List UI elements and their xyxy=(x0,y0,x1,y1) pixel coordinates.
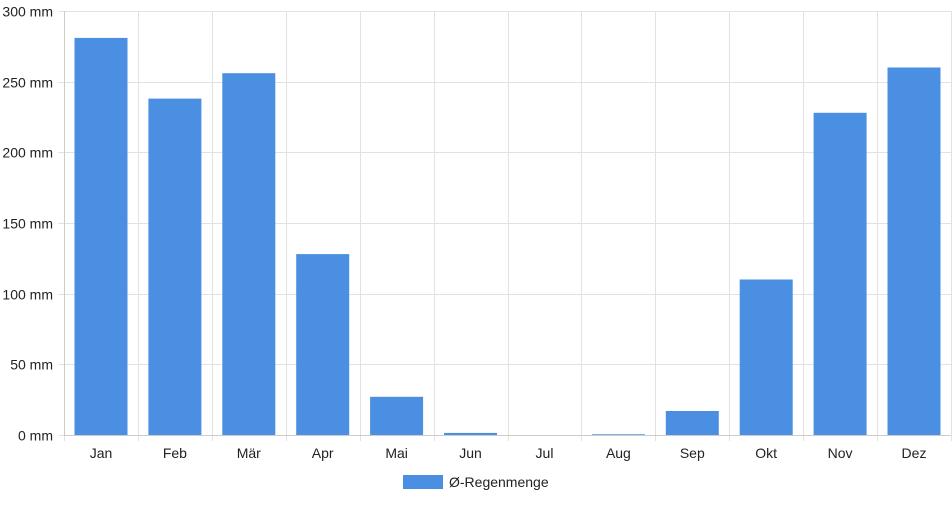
bar-layer xyxy=(74,37,941,436)
bar-dez[interactable] xyxy=(887,67,941,436)
bar-mär[interactable] xyxy=(222,73,276,435)
bar-nov[interactable] xyxy=(813,112,867,436)
y-tick-label: 0 mm xyxy=(18,428,53,444)
bar-jan[interactable] xyxy=(74,37,128,436)
y-tick-label: 50 mm xyxy=(10,357,53,373)
axis-layer: 0 mm 50 mm 100 mm 150 mm 200 mm 250 mm 300 mm J… xyxy=(2,4,951,461)
bar-mai[interactable] xyxy=(370,396,424,435)
x-tick-label: Feb xyxy=(163,445,187,461)
bar-aug[interactable] xyxy=(591,434,645,435)
grid-layer xyxy=(58,11,952,441)
bar-apr[interactable] xyxy=(296,254,350,435)
y-tick-label: 150 mm xyxy=(2,216,53,232)
y-tick-label: 200 mm xyxy=(2,145,53,161)
legend[interactable]: Ø-Regenmenge xyxy=(403,474,549,490)
x-tick-label: Nov xyxy=(828,445,853,461)
bar-jun[interactable] xyxy=(444,432,497,435)
y-tick-label: 100 mm xyxy=(2,287,53,303)
x-tick-label: Jul xyxy=(536,445,554,461)
x-tick-label: Aug xyxy=(606,445,631,461)
x-tick-label: Apr xyxy=(312,445,334,461)
legend-swatch[interactable] xyxy=(403,475,443,489)
x-tick-label: Sep xyxy=(680,445,705,461)
x-tick-label: Jun xyxy=(459,445,482,461)
x-tick-label: Mai xyxy=(385,445,408,461)
x-tick-label: Dez xyxy=(902,445,927,461)
bar-sep[interactable] xyxy=(665,411,719,435)
y-tick-label: 250 mm xyxy=(2,75,53,91)
x-tick-label: Okt xyxy=(755,445,777,461)
y-tick-label: 300 mm xyxy=(2,4,53,20)
x-tick-label: Mär xyxy=(237,445,261,461)
x-tick-label: Jan xyxy=(90,445,113,461)
bar-okt[interactable] xyxy=(739,279,793,436)
bar-feb[interactable] xyxy=(148,98,202,435)
legend-label[interactable]: Ø-Regenmenge xyxy=(449,474,549,490)
